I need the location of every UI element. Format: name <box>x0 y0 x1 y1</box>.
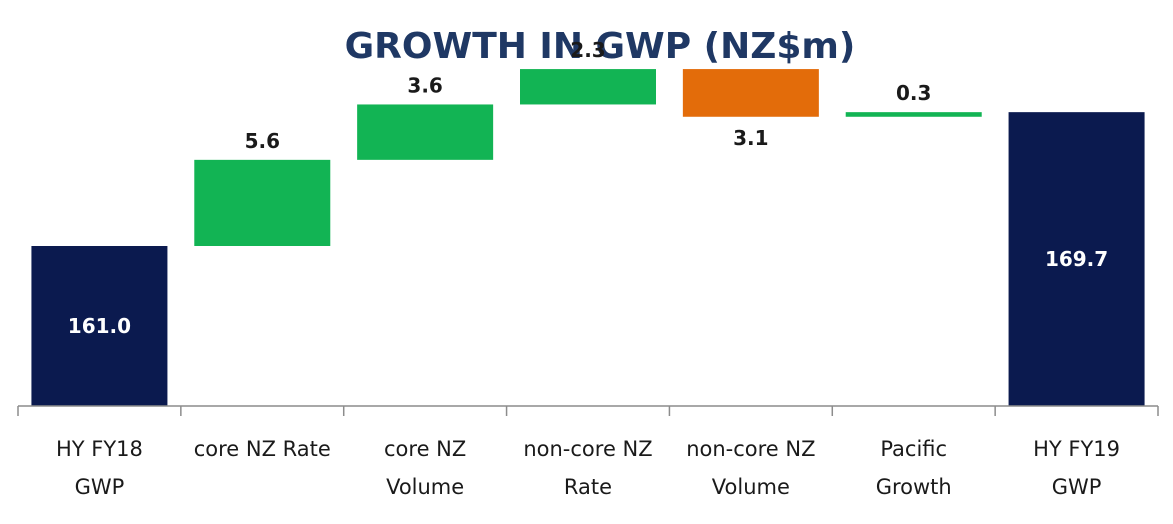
data-label: 0.3 <box>896 81 931 105</box>
category-label: non-core NZ Volume <box>686 437 815 499</box>
category-label: core NZ Volume <box>384 437 466 499</box>
category-label: non-core NZ Rate <box>523 437 652 499</box>
category-label-line: GWP <box>1052 475 1102 499</box>
category-label-line: core NZ <box>384 437 466 461</box>
category-label: HY FY18 GWP <box>56 437 143 499</box>
data-label: 3.1 <box>733 126 768 150</box>
category-label-line: HY FY19 <box>1033 437 1120 461</box>
category-label: Pacific Growth <box>876 437 952 499</box>
category-label: HY FY19 GWP <box>1033 437 1120 499</box>
category-label-line: core NZ Rate <box>194 437 331 461</box>
data-label: 2.3 <box>570 38 605 62</box>
bars-group <box>31 69 1145 407</box>
data-label: 169.7 <box>1045 247 1108 271</box>
category-label: core NZ Rate <box>194 437 331 461</box>
bar-increase <box>357 104 494 160</box>
data-label: 3.6 <box>407 73 442 97</box>
bar-total <box>31 246 168 406</box>
chart-title: GROWTH IN GWP (NZ$m) <box>345 26 856 67</box>
category-label-line: Volume <box>712 475 790 499</box>
category-label-line: Volume <box>386 475 464 499</box>
bar-increase <box>520 69 656 105</box>
category-label-line: Pacific <box>880 437 947 461</box>
data-label: 5.6 <box>245 129 280 153</box>
bar-increase <box>845 112 982 117</box>
bar-increase <box>194 159 331 246</box>
category-label-line: HY FY18 <box>56 437 143 461</box>
category-label-line: Rate <box>564 475 612 499</box>
category-label-line: non-core NZ <box>523 437 652 461</box>
category-label-line: Growth <box>876 475 952 499</box>
x-axis <box>17 405 1159 416</box>
bar-total <box>1008 112 1145 407</box>
bar-decrease <box>682 69 819 117</box>
data-label: 161.0 <box>68 314 131 338</box>
category-label-line: non-core NZ <box>686 437 815 461</box>
category-label-line: GWP <box>75 475 125 499</box>
value-labels-group: 161.0 5.6 3.6 2.3 3.1 0.3 169.7 <box>68 38 1108 338</box>
